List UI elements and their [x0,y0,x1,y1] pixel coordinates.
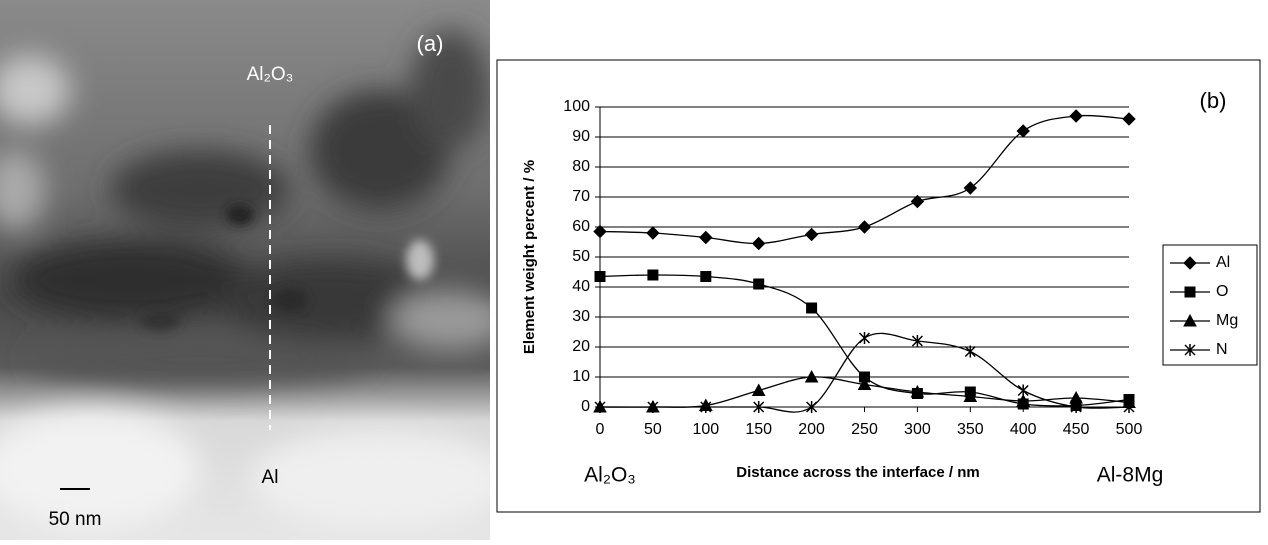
y-tick-label: 40 [572,278,590,295]
legend-label: N [1216,341,1228,358]
y-axis-title: Element weight percent / % [521,160,538,354]
marker [699,230,713,245]
marker [1070,401,1082,413]
x-tick-label: 200 [798,421,825,438]
marker [751,383,766,396]
x-tick-label: 50 [644,421,662,438]
x-tick-label: 250 [851,421,878,438]
y-tick-label: 70 [572,188,590,205]
micrograph: (a) Al₂O₃ Al 50 nm [0,0,490,540]
marker [1183,313,1197,327]
legend-label: Al [1216,254,1230,271]
legend-label: Mg [1216,312,1238,329]
legend-frame [1162,244,1258,366]
marker [753,401,765,413]
marker [647,401,659,413]
scale-bar-label: 50 nm [49,509,102,530]
marker [806,302,818,314]
x-start-label: Al₂O₃ [584,464,636,487]
marker [647,269,659,281]
x-tick-label: 350 [957,421,984,438]
marker [806,401,818,413]
top-label: Al₂O₃ [247,64,294,85]
marker [751,236,766,251]
marker [804,227,819,242]
x-tick-label: 450 [1063,421,1090,438]
x-tick-label: 300 [904,421,931,438]
x-tick-label: 0 [596,421,605,438]
marker [753,278,765,290]
marker [594,271,606,282]
y-tick-label: 80 [572,158,590,175]
y-tick-label: 0 [581,398,590,415]
chart-frame [496,59,1261,513]
y-tick-label: 20 [572,338,590,355]
marker [804,369,819,383]
marker [646,226,660,240]
marker [964,345,976,358]
y-tick-label: 50 [572,248,590,265]
marker [963,181,978,195]
marker [1122,112,1136,126]
marker [857,377,872,390]
x-tick-label: 100 [692,421,719,438]
marker [910,384,925,398]
x-end-label: Al-8Mg [1097,464,1164,487]
panel-label: (a) [417,31,444,56]
marker [911,335,923,347]
y-tick-label: 60 [572,218,590,235]
marker [1123,401,1135,413]
x-tick-label: 500 [1116,421,1143,438]
marker [1017,384,1029,397]
marker [859,371,870,383]
legend-label: O [1216,283,1228,300]
marker [1184,286,1196,298]
marker [1183,256,1197,270]
marker [910,194,925,209]
y-tick-label: 30 [572,308,590,325]
x-axis-title: Distance across the interface / nm [736,464,979,481]
marker [1069,109,1083,123]
marker [700,271,712,282]
marker [858,332,871,344]
marker [963,389,978,402]
marker [1184,344,1196,356]
x-tick-label: 150 [745,421,772,438]
bottom-label: Al [262,467,279,488]
marker [857,220,872,234]
x-tick-label: 400 [1010,421,1037,438]
marker [1016,393,1031,407]
marker [700,401,712,413]
y-tick-label: 100 [563,98,590,115]
y-tick-label: 10 [572,368,590,385]
marker [593,224,607,239]
panel-label: (b) [1200,88,1227,113]
marker [1016,124,1030,138]
y-tick-label: 90 [572,128,590,145]
marker [594,401,606,413]
